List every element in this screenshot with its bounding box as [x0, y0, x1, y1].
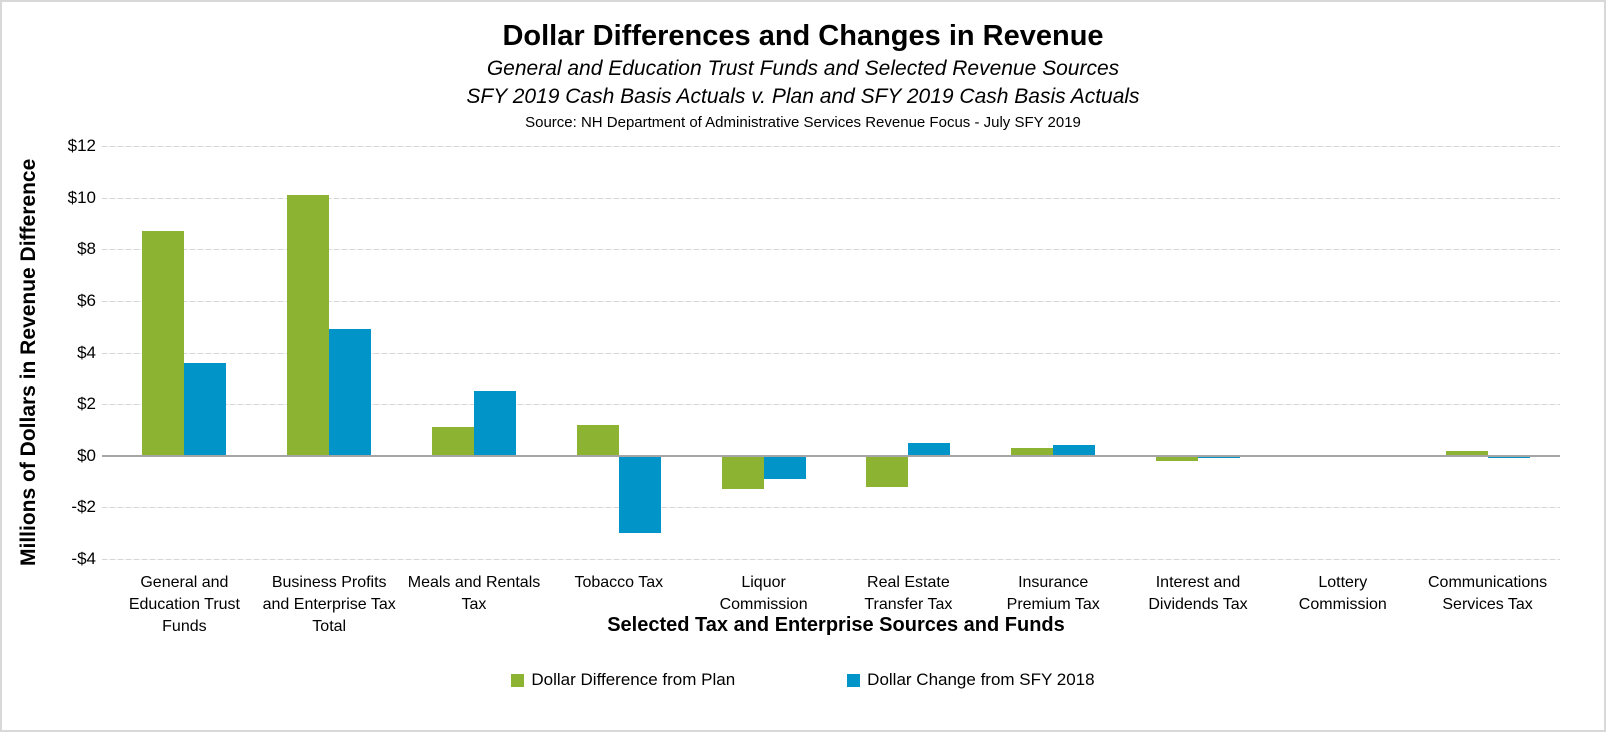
- bar-change-from-sfy2018: [1053, 445, 1096, 456]
- bar-difference-from-plan: [142, 231, 185, 456]
- y-tick-label: $6: [77, 290, 96, 310]
- zero-axis-line: [102, 454, 1560, 457]
- bar-change-from-sfy2018: [184, 362, 227, 456]
- bar-difference-from-plan: [866, 455, 909, 487]
- x-category-label: Insurance Premium Tax: [1006, 574, 1100, 613]
- chart-source-note: Source: NH Department of Administrative …: [525, 114, 1081, 131]
- y-tick-label: $2: [77, 394, 96, 414]
- bar-difference-from-plan: [432, 427, 474, 456]
- legend-item-difference-from-plan: Dollar Difference from Plan: [511, 670, 735, 690]
- y-tick-label: $12: [67, 136, 96, 155]
- bar-change-from-sfy2018: [329, 329, 372, 456]
- x-category-label: Communications Services Tax: [1428, 574, 1548, 613]
- y-tick-label: $10: [67, 187, 96, 207]
- chart-subtitle-line2: SFY 2019 Cash Basis Actuals v. Plan and …: [466, 85, 1140, 108]
- bar-change-from-sfy2018: [1487, 455, 1530, 459]
- gridline-2: [102, 404, 1560, 406]
- gridline-10: [102, 197, 1560, 199]
- legend-item-change-from-sfy2018: Dollar Change from SFY 2018: [847, 670, 1095, 690]
- x-category-label: Business Profits and Enterprise Tax Tota…: [262, 574, 396, 635]
- bar-difference-from-plan: [576, 424, 619, 456]
- y-tick-label: -$2: [71, 497, 96, 517]
- y-tick-label: $4: [77, 342, 96, 362]
- x-category-label: Lottery Commission: [1298, 574, 1387, 613]
- bar-change-from-sfy2018: [763, 455, 806, 479]
- y-tick-label: $8: [77, 239, 96, 259]
- bar-difference-from-plan: [1445, 450, 1488, 456]
- x-category-label: Real Estate Transfer Tax: [864, 574, 953, 613]
- gridline-12: [102, 146, 1560, 147]
- gridline-4: [102, 352, 1560, 354]
- bar-change-from-sfy2018: [908, 442, 951, 456]
- x-category-label: Tobacco Tax: [574, 574, 664, 591]
- legend-label: Dollar Difference from Plan: [531, 670, 736, 689]
- bar-change-from-sfy2018: [618, 455, 661, 534]
- green-swatch-icon: [511, 673, 525, 687]
- bar-change-from-sfy2018: [474, 391, 516, 456]
- y-tick-label: $0: [77, 445, 96, 465]
- x-category-label: General and Education Trust Funds: [128, 574, 240, 635]
- gridline--2: [102, 507, 1560, 509]
- bar-difference-from-plan: [287, 195, 330, 456]
- bar-change-from-sfy2018: [1198, 455, 1240, 459]
- legend-label: Dollar Change from SFY 2018: [867, 670, 1095, 689]
- gridline-8: [102, 249, 1560, 251]
- bar-difference-from-plan: [721, 455, 764, 490]
- x-category-label: Meals and Rentals Tax: [407, 574, 541, 613]
- bar-difference-from-plan: [1011, 448, 1054, 456]
- x-category-label: Liquor Commission: [719, 574, 808, 613]
- bar-difference-from-plan: [1156, 455, 1198, 461]
- chart-legend: Dollar Difference from Plan Dollar Chang…: [2, 670, 1604, 690]
- gridline-6: [102, 300, 1560, 302]
- x-category-label: Interest and Dividends Tax: [1148, 574, 1248, 613]
- gridline--4: [102, 559, 1560, 560]
- chart-subtitle-line1: General and Education Trust Funds and Se…: [486, 57, 1120, 80]
- blue-swatch-icon: [847, 673, 861, 687]
- x-axis-title: Selected Tax and Enterprise Sources and …: [607, 614, 1065, 636]
- chart-title: Dollar Differences and Changes in Revenu…: [502, 20, 1104, 52]
- y-tick-label: -$4: [71, 549, 96, 568]
